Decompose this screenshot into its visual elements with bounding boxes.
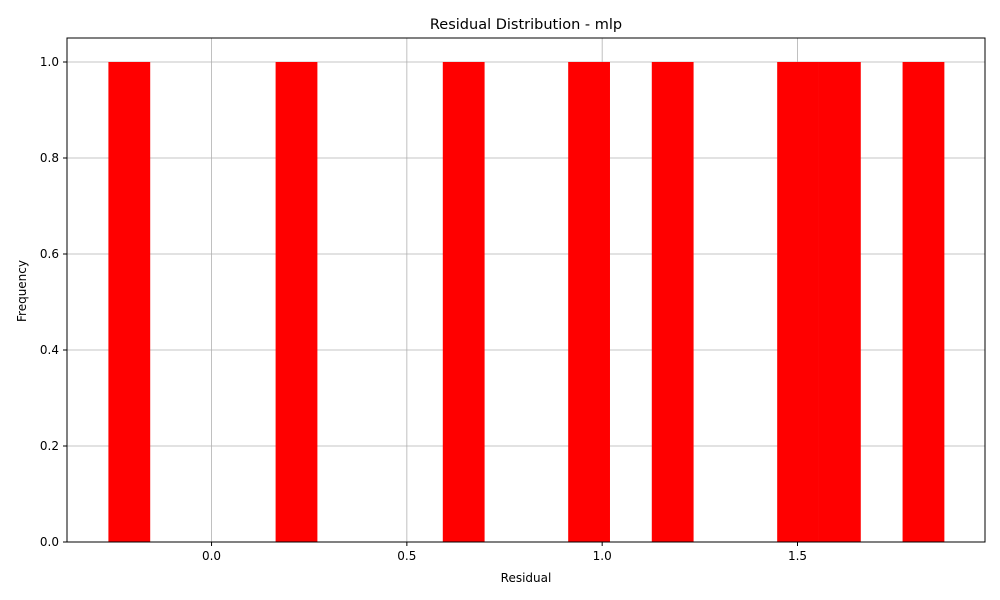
y-axis-title: Frequency	[15, 260, 29, 322]
y-tick-label: 0.8	[40, 151, 59, 165]
y-tick-label: 0.4	[40, 343, 59, 357]
x-tick-label: 0.5	[397, 549, 416, 563]
bars-layer	[108, 62, 945, 542]
plot-frame	[66, 37, 986, 543]
y-tick-label: 0.2	[40, 439, 59, 453]
x-axis-title: Residual	[501, 571, 552, 585]
x-tick-label: 1.0	[593, 549, 612, 563]
ticks-layer: 0.0 0.5 1.0 1.5 0.0 0.2 0.4 0.6 0.8 1.0	[40, 55, 807, 563]
axes-layer	[66, 37, 986, 543]
histogram-bar	[568, 62, 610, 542]
x-tick-label: 0.0	[202, 549, 221, 563]
histogram-bar	[651, 62, 694, 542]
y-tick-label: 1.0	[40, 55, 59, 69]
chart-title: Residual Distribution - mlp	[430, 17, 622, 33]
y-tick-label: 0.0	[40, 535, 59, 549]
histogram-bar	[777, 62, 819, 542]
histogram-bar	[902, 62, 945, 542]
x-tick-label: 1.5	[788, 549, 807, 563]
histogram-bar	[818, 62, 861, 542]
histogram-bar	[275, 62, 318, 542]
histogram-bar	[442, 62, 485, 542]
histogram-bar	[108, 62, 151, 542]
y-tick-label: 0.6	[40, 247, 59, 261]
